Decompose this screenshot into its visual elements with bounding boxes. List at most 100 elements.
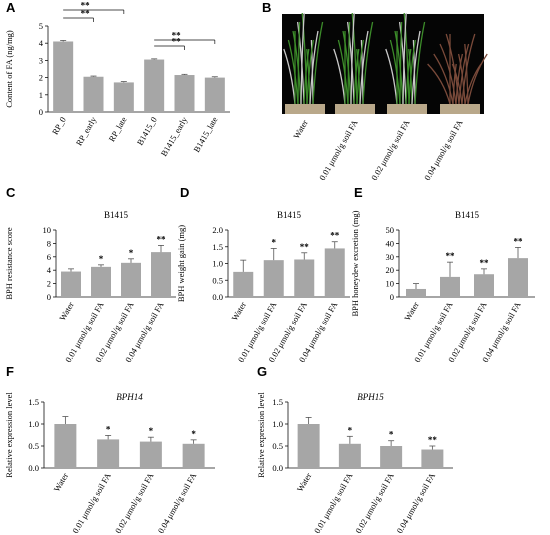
y-axis-label: BPH honeydew excretion (mg): [350, 210, 360, 316]
comparison-significance: **: [81, 1, 91, 11]
bar: [151, 252, 171, 297]
y-tick-label: 2: [39, 73, 43, 83]
y-axis-label: BPH weight gain (mg): [176, 225, 186, 302]
y-tick-label: 0.0: [28, 463, 39, 473]
y-tick-label: 1.5: [212, 242, 223, 252]
y-tick-label: 0.5: [212, 275, 223, 285]
panel-letter-f: F: [6, 364, 14, 379]
panel-letter-b: B: [262, 0, 271, 15]
bar: [97, 439, 120, 468]
pot: [440, 104, 480, 114]
seedling-leaf: [445, 33, 460, 105]
panel-a: A 0 1 2 3 4 5 Content of FA (ng/mg) RP_0 RP_early…: [4, 0, 230, 158]
seedling-leaf: [403, 12, 410, 105]
x-category-label: 0.02 μmol/g soil FA: [113, 470, 156, 535]
panel-f: F 0.0 0.5 1.0 1.5 Relative expression level BP…: [4, 364, 215, 535]
significance-marker: *: [389, 430, 394, 440]
seedling-leaf: [356, 39, 365, 105]
y-tick-label: 0.0: [272, 463, 283, 473]
photo-treatment-label: 0.02 μmol/g soil FA: [369, 117, 412, 182]
seedling-leaf: [312, 21, 324, 105]
x-category-label: Water: [229, 300, 248, 323]
y-tick-label: 30: [386, 252, 395, 262]
significance-marker: **: [480, 258, 490, 268]
bar: [508, 258, 528, 297]
panel-letter-c: C: [6, 185, 16, 200]
significance-marker: *: [106, 424, 111, 434]
y-tick-label: 0.5: [272, 441, 283, 451]
x-category-label: B1415_late: [191, 115, 219, 154]
x-category-label: Water: [57, 300, 76, 323]
bar: [324, 248, 345, 297]
seedling-leaf: [296, 21, 305, 105]
y-tick-label: 1.5: [28, 397, 39, 407]
x-category-label: B1415_0: [135, 115, 159, 147]
bar: [406, 288, 426, 297]
bar: [61, 271, 81, 297]
comparison-significance: **: [172, 37, 182, 47]
y-tick-label: 4: [39, 38, 44, 48]
seedling-leaf: [359, 30, 369, 105]
bar: [297, 424, 320, 468]
bar: [139, 441, 162, 468]
seedling-leaf: [433, 53, 454, 105]
bar: [121, 262, 141, 297]
seedling-leaf: [399, 21, 403, 105]
y-tick-label: 0.0: [212, 292, 223, 302]
y-tick-label: 3: [39, 55, 43, 65]
x-category-label: 0.02 μmol/g soil FA: [353, 470, 396, 535]
y-axis-label: BPH resistance score: [4, 227, 14, 299]
seedling-leaf: [458, 43, 470, 105]
y-tick-label: 40: [386, 238, 395, 248]
significance-marker: *: [191, 429, 196, 439]
panel-d: D 0.0 0.5 1.0 1.5 2.0 BPH weight gain (mg) B141…: [176, 185, 350, 364]
chart-title: B1415: [104, 210, 129, 220]
y-tick-label: 0.5: [28, 441, 39, 451]
photo-treatment-label: 0.04 μmol/g soil FA: [422, 117, 465, 182]
seedling-leaf: [402, 12, 407, 105]
significance-marker: *: [348, 425, 353, 435]
x-category-label: Water: [51, 471, 70, 494]
seedling-leaf: [350, 12, 355, 105]
significance-marker: *: [149, 426, 154, 436]
panel-letter-d: D: [180, 185, 189, 200]
pot: [387, 104, 427, 114]
bar: [421, 449, 444, 468]
x-category-label: 0.01 μmol/g soil FA: [312, 470, 355, 535]
bar: [83, 76, 104, 112]
y-tick-label: 10: [386, 279, 395, 289]
seedling-leaf: [353, 48, 360, 105]
x-category-label: RP_early: [74, 114, 99, 147]
seedling-leaf: [405, 48, 412, 105]
x-category-label: RP_0: [50, 115, 68, 136]
significance-marker: **: [446, 251, 456, 261]
significance-marker: **: [330, 231, 340, 241]
seedling-leaf: [347, 21, 351, 105]
seedling-leaf: [411, 30, 421, 105]
y-tick-label: 2.0: [212, 225, 223, 235]
seedling-leaf: [362, 21, 374, 105]
photo-treatment-label: 0.01 μmol/g soil FA: [317, 117, 360, 182]
comparison-significance: **: [81, 9, 91, 19]
y-tick-label: 1.5: [272, 397, 283, 407]
y-tick-label: 1.0: [272, 419, 283, 429]
seedling-leaf: [427, 63, 451, 105]
chart-title: BPH15: [357, 392, 384, 402]
seedling-leaf: [461, 33, 476, 105]
y-tick-label: 4: [47, 265, 52, 275]
bar: [144, 59, 165, 112]
bar: [91, 266, 111, 297]
seedling-leaf: [351, 12, 358, 105]
panel-g: G 0.0 0.5 1.0 1.5 Relative expression level BP…: [256, 364, 453, 535]
x-category-label: Water: [402, 300, 421, 323]
bar: [338, 443, 361, 468]
y-axis-label: Relative expression level: [256, 392, 266, 478]
y-tick-label: 10: [43, 225, 52, 235]
seedling-leaf: [452, 63, 457, 105]
y-tick-label: 5: [39, 21, 43, 31]
seedling-leaf: [455, 53, 464, 105]
photo-treatment-label: Water: [291, 118, 310, 141]
chart-title: BPH14: [116, 392, 143, 402]
seedling-leaf: [467, 53, 488, 105]
